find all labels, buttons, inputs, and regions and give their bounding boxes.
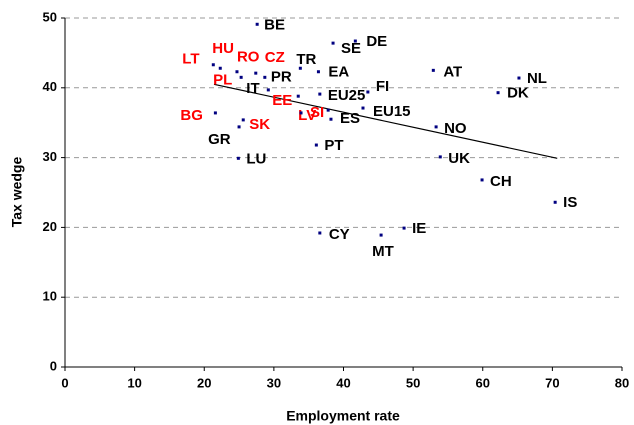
point-label: BG <box>180 107 203 124</box>
point-label: PT <box>324 137 343 154</box>
point-label: SE <box>341 40 361 57</box>
point <box>517 76 521 80</box>
point <box>241 118 245 122</box>
point-label: PR <box>271 68 292 85</box>
point <box>239 75 243 79</box>
point-label: FI <box>376 78 389 95</box>
point-label: AT <box>443 63 462 80</box>
point-label: LU <box>246 150 266 167</box>
trendline <box>213 83 558 159</box>
point-label: IE <box>412 220 426 237</box>
y-tick-label: 50 <box>43 9 57 24</box>
y-tick-label: 40 <box>43 79 57 94</box>
point <box>235 70 239 74</box>
x-tick-label: 10 <box>127 375 141 390</box>
point-label: CY <box>329 226 350 243</box>
point <box>553 200 557 204</box>
point-label: LV <box>298 107 316 124</box>
point-label: EA <box>328 64 349 81</box>
x-tick-label: 20 <box>197 375 211 390</box>
point-label: LT <box>182 51 199 68</box>
point <box>211 63 215 67</box>
point-label: GR <box>208 131 231 148</box>
point <box>299 111 303 115</box>
x-axis-title: Employment rate <box>286 408 400 424</box>
point-label: RO <box>237 49 260 66</box>
point <box>296 94 300 98</box>
point <box>263 75 267 79</box>
point <box>496 91 500 95</box>
point <box>326 108 330 112</box>
point <box>218 66 222 70</box>
y-axis-title: Tax wedge <box>9 157 25 228</box>
point <box>361 106 365 110</box>
x-tick-label: 70 <box>545 375 559 390</box>
point <box>366 90 370 94</box>
point-label: DK <box>507 85 529 102</box>
x-tick-label: 50 <box>406 375 420 390</box>
point <box>353 39 357 43</box>
y-tick-label: 10 <box>43 289 57 304</box>
point-label: CH <box>490 173 512 190</box>
point-label: MT <box>372 243 394 260</box>
point <box>236 156 240 160</box>
point <box>255 22 259 26</box>
point-label: EU25 <box>328 87 366 104</box>
point <box>431 68 435 72</box>
point-label: CZ <box>265 49 285 66</box>
point <box>438 155 442 159</box>
point <box>318 231 322 235</box>
point <box>480 178 484 182</box>
point-label: NO <box>444 120 467 137</box>
point-label: PL <box>213 71 232 88</box>
y-tick-label: 20 <box>43 219 57 234</box>
point <box>329 117 333 121</box>
point <box>318 92 322 96</box>
point <box>266 88 270 92</box>
point-label: EU15 <box>373 103 411 120</box>
point-label: BE <box>264 16 285 33</box>
point <box>237 125 241 129</box>
point <box>254 71 258 75</box>
x-tick-label: 0 <box>61 375 68 390</box>
point <box>316 70 320 74</box>
x-tick-label: 60 <box>476 375 490 390</box>
point-label: HU <box>212 40 234 57</box>
point <box>298 66 302 70</box>
point-label: SI <box>310 104 324 121</box>
x-tick-label: 30 <box>267 375 281 390</box>
point <box>402 226 406 230</box>
point <box>213 111 217 115</box>
y-tick-label: 30 <box>43 149 57 164</box>
point-label: IS <box>563 194 577 211</box>
point <box>434 125 438 129</box>
point-label: ES <box>340 110 360 127</box>
point <box>379 233 383 237</box>
point-label: NL <box>527 70 547 87</box>
point-label: EE <box>272 92 292 109</box>
point-label: DE <box>366 33 387 50</box>
point <box>314 143 318 147</box>
point-label: TR <box>296 51 316 68</box>
y-tick-label: 0 <box>50 358 57 373</box>
x-tick-label: 40 <box>336 375 350 390</box>
point <box>331 41 335 45</box>
point-label: IT <box>246 80 259 97</box>
point-label: SK <box>249 116 270 133</box>
point-label: UK <box>448 150 470 167</box>
x-tick-label: 80 <box>615 375 629 390</box>
